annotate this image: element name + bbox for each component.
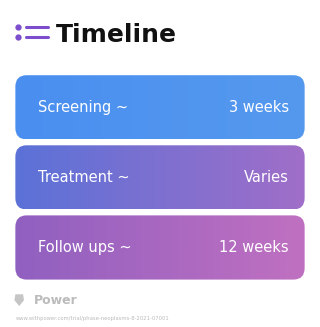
Text: 3 weeks: 3 weeks — [228, 100, 289, 115]
Text: Timeline: Timeline — [56, 23, 177, 47]
Text: Screening ~: Screening ~ — [38, 100, 128, 115]
Text: 12 weeks: 12 weeks — [219, 240, 289, 255]
Text: Treatment ~: Treatment ~ — [38, 170, 129, 185]
Polygon shape — [14, 294, 24, 306]
Text: Power: Power — [34, 294, 77, 307]
Text: www.withpower.com/trial/phase-neoplasms-8-2021-07001: www.withpower.com/trial/phase-neoplasms-… — [15, 316, 169, 321]
Text: Varies: Varies — [244, 170, 289, 185]
Text: Follow ups ~: Follow ups ~ — [38, 240, 132, 255]
